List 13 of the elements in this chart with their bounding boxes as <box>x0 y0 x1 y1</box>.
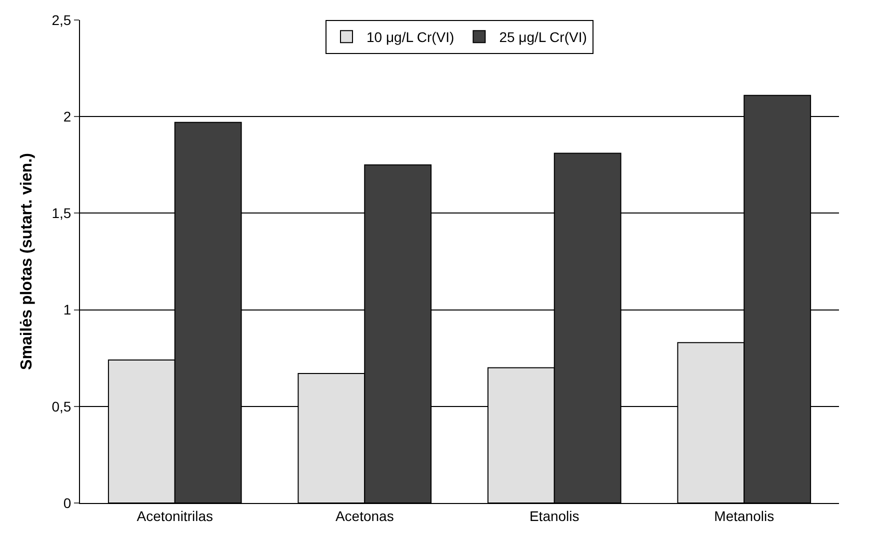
x-tick-label: Acetonas <box>335 508 394 524</box>
y-axis-title: Smailės plotas (sutart. vien.) <box>18 153 36 370</box>
legend-label: 25 μg/L Cr(VI) <box>499 29 587 46</box>
y-tick-label: 1,5 <box>52 205 72 222</box>
y-tick-label: 0,5 <box>52 398 72 414</box>
legend-label: 10 μg/L Cr(VI) <box>366 29 454 46</box>
y-tick-label: 1 <box>63 302 72 318</box>
x-tick-label: Acetonitrilas <box>136 508 214 524</box>
x-tick-label: Metanolis <box>714 508 774 524</box>
y-tick-label: 0 <box>63 494 72 511</box>
y-tick-label: 2,5 <box>52 12 72 28</box>
x-tick-label: Etanolis <box>529 508 580 524</box>
y-tick-label: 2 <box>63 108 72 124</box>
